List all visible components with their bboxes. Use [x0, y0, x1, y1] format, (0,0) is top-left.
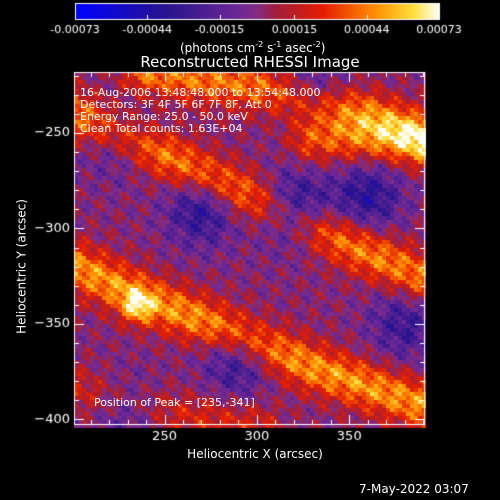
cbar-unit-label: (photons cm-2 s-1 asec-2)	[180, 40, 326, 55]
x-axis-label: Heliocentric X (arcsec)	[187, 447, 323, 461]
annotation-line-3: Energy Range: 25.0 - 50.0 keV	[80, 110, 248, 123]
annotation-line-1: 16-Aug-2006 13:48:48.000 to 13:54:48.000	[80, 86, 321, 99]
annotation-line-2: Detectors: 3F 4F 5F 6F 7F 8F, Att 0	[80, 98, 272, 111]
peak-position-label: Position of Peak = [235,-341]	[94, 396, 255, 409]
chart-title: Reconstructed RHESSI Image	[140, 53, 360, 71]
annotation-line-4: Clean Total counts: 1.63E+04	[80, 122, 243, 135]
footer-timestamp: 7-May-2022 03:07	[359, 482, 469, 496]
y-axis-label: Heliocentric Y (arcsec)	[14, 199, 29, 334]
